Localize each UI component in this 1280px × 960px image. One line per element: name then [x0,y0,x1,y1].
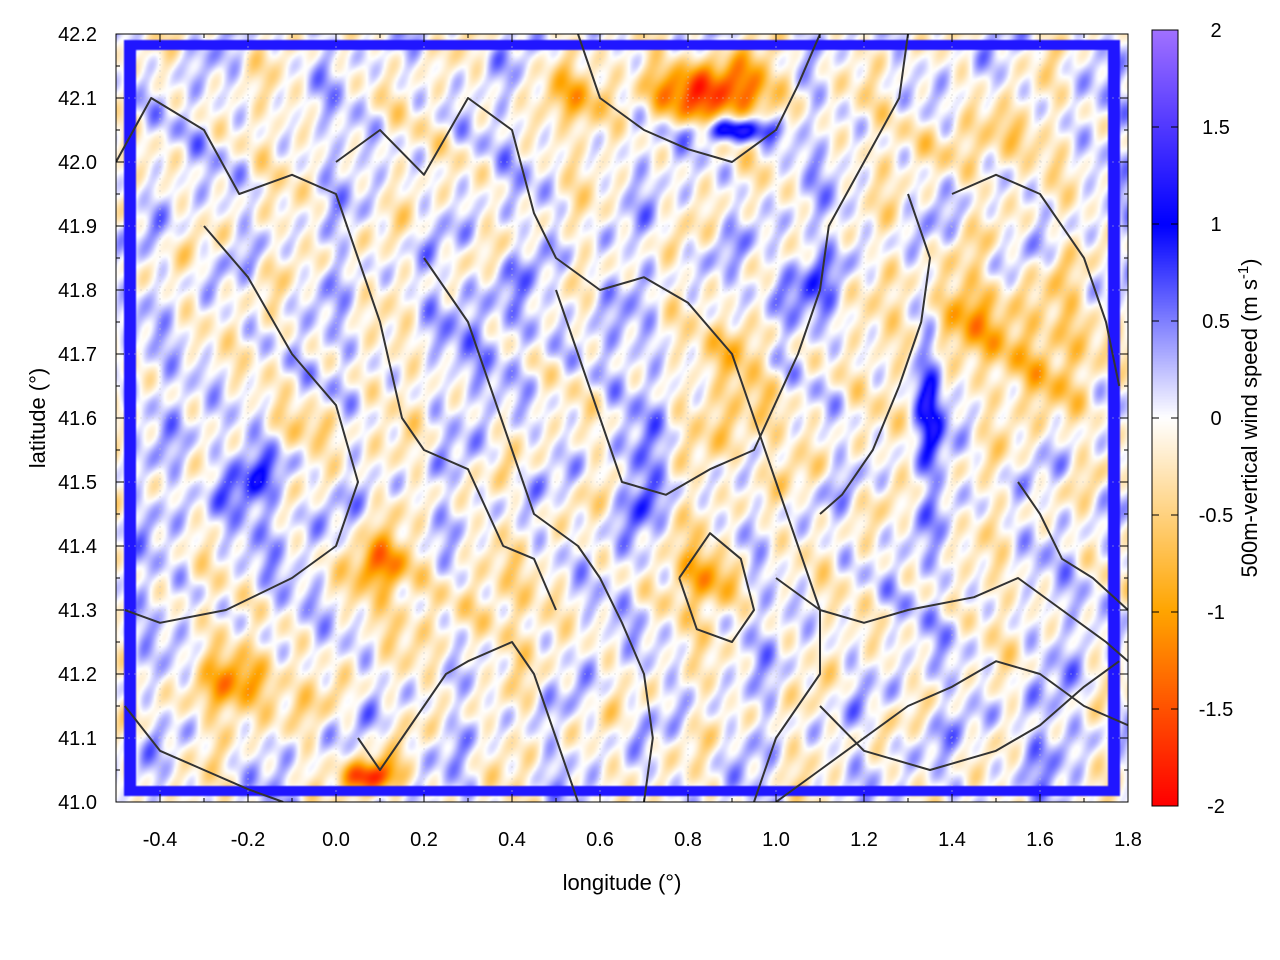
contour-line-2 [124,705,284,802]
y-axis-ticks: 41.0 41.1 41.2 41.3 41.4 41.5 41.6 41.7 41.8 41.9… [58,24,1128,814]
x-tick-label-1: -0.2 [231,829,265,851]
x-axis-label: longitude (°) [563,870,682,895]
colorbar-tick-label-1: 1.5 [1202,117,1230,139]
x-tick-label-9: 1.4 [938,829,966,851]
colorbar: 2 1.5 1 0.5 0 -0.5 -1 -1.5 -2 [1151,20,1233,818]
contour-line-6 [819,193,931,515]
y-tick-label-8: 41.8 [58,280,97,302]
contour-line-7 [951,173,1121,387]
contour-line-14 [775,660,1128,802]
x-tick-label-0: -0.4 [143,829,177,851]
colorbar-tick-label-6: -1 [1207,602,1225,624]
colorbar-tick-label-0: 2 [1210,20,1221,42]
colorbar-label-main: 500m-vertical wind speed (m s [1237,279,1262,577]
x-tick-label-8: 1.2 [850,829,878,851]
contour-line-0 [116,97,557,611]
x-tick-label-11: 1.8 [1114,829,1142,851]
y-tick-label-3: 41.3 [58,600,97,622]
y-tick-label-9: 41.9 [58,216,97,238]
colorbar-tick-label-7: -1.5 [1199,699,1233,721]
y-tick-label-10: 42.0 [58,152,97,174]
x-tick-label-7: 1.0 [762,829,790,851]
contour-line-5 [555,34,909,496]
y-tick-label-6: 41.6 [58,408,97,430]
y-tick-label-5: 41.5 [58,472,97,494]
x-tick-label-10: 1.6 [1026,829,1054,851]
y-tick-label-12: 42.2 [58,24,97,46]
contour-line-9 [775,577,1128,662]
contour-line-4 [423,257,654,802]
contour-line-10 [819,660,1120,771]
colorbar-label: 500m-vertical wind speed (m s-1) [1235,258,1262,577]
x-tick-label-5: 0.6 [586,829,614,851]
x-tick-label-6: 0.8 [674,829,702,851]
y-axis-label: latitude (°) [25,368,50,469]
plot-area: -0.4 -0.2 0.0 0.2 0.4 0.6 0.8 1.0 1.2 1.4 1.6 1.8 4… [58,24,1142,851]
contour-line-8 [1017,481,1128,611]
y-tick-label-2: 41.2 [58,664,97,686]
y-tick-label-7: 41.7 [58,344,97,366]
contour-line-12 [357,641,579,802]
contour-lines [116,34,1128,802]
colorbar-ticks: 2 1.5 1 0.5 0 -0.5 -1 -1.5 -2 [1152,20,1233,818]
colorbar-tick-label-4: 0 [1210,408,1221,430]
contour-line-13 [678,532,755,643]
colorbar-tick-label-2: 1 [1210,214,1221,236]
colorbar-tick-label-8: -2 [1207,796,1225,818]
colorbar-tick-label-3: 0.5 [1202,311,1230,333]
y-tick-label-1: 41.1 [58,728,97,750]
colorbar-label-end: ) [1237,258,1262,265]
x-axis-ticks: -0.4 -0.2 0.0 0.2 0.4 0.6 0.8 1.0 1.2 1.4 1.6 1.8 [143,34,1142,851]
contour-line-11 [577,34,821,163]
contour-line-3 [335,97,821,802]
x-tick-label-3: 0.2 [410,829,438,851]
contour-line-1 [124,225,359,624]
x-tick-label-4: 0.4 [498,829,526,851]
colorbar-label-superscript: -1 [1235,266,1252,279]
y-tick-label-11: 42.1 [58,88,97,110]
y-tick-label-0: 41.0 [58,792,97,814]
x-tick-label-2: 0.0 [322,829,350,851]
colorbar-tick-label-5: -0.5 [1199,505,1233,527]
y-tick-label-4: 41.4 [58,536,97,558]
